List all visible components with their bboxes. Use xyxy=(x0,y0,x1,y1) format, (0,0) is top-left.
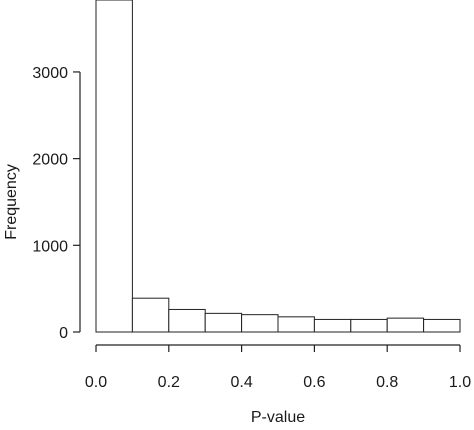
histogram-bar xyxy=(241,314,279,333)
y-tick-label: 2000 xyxy=(32,152,68,169)
y-tick-label: 3000 xyxy=(32,65,68,82)
x-tick-label: 0.0 xyxy=(85,374,107,391)
histogram-bar xyxy=(386,317,425,333)
y-tick-label: 0 xyxy=(59,325,68,342)
x-axis: 0.0 0.2 0.4 0.6 0.8 1.0 xyxy=(85,344,471,391)
y-axis-title: Frequency xyxy=(3,164,20,240)
x-tick-label: 1.0 xyxy=(449,374,471,391)
histogram-bar xyxy=(350,318,388,333)
histogram-bar xyxy=(204,312,243,333)
x-tick-label: 0.2 xyxy=(158,374,180,391)
histogram-bar xyxy=(131,297,170,333)
y-axis: 0 1000 2000 3000 xyxy=(32,65,81,342)
x-tick-label: 0.8 xyxy=(376,374,398,391)
histogram-bar xyxy=(313,318,352,333)
histogram-bar xyxy=(423,318,461,333)
x-axis-title: P-value xyxy=(251,409,305,426)
histogram-bar xyxy=(277,316,315,333)
y-tick-label: 1000 xyxy=(32,238,68,255)
histogram-bar xyxy=(168,308,206,333)
histogram-bar xyxy=(95,0,133,333)
x-tick-label: 0.6 xyxy=(303,374,325,391)
x-tick-label: 0.4 xyxy=(230,374,252,391)
bars-group xyxy=(95,0,461,333)
